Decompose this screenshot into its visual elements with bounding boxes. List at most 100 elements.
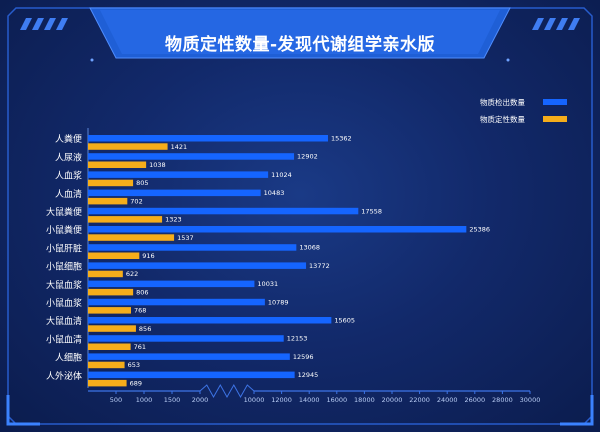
data-label-detected: 17558 [361, 207, 382, 215]
data-label-detected: 15605 [334, 317, 355, 325]
category-label: 人血清 [55, 188, 82, 200]
data-label-detected: 12902 [297, 153, 318, 161]
legend-label: 物质检出数量 [480, 97, 525, 107]
bar-detected [88, 171, 269, 178]
data-label-confirmed: 768 [134, 307, 146, 315]
data-label-confirmed: 916 [142, 252, 154, 260]
category-label: 小鼠血浆 [46, 297, 82, 309]
banner-dot-left [90, 58, 94, 62]
data-label-confirmed: 1038 [149, 161, 166, 169]
category-label: 大鼠粪便 [46, 206, 82, 218]
x-tick-label: 10000 [244, 396, 265, 404]
bar-confirmed [88, 179, 134, 187]
data-label-confirmed: 653 [128, 361, 140, 369]
bar-detected [88, 298, 265, 306]
data-label-detected: 11024 [271, 171, 292, 179]
data-label-confirmed: 761 [134, 343, 146, 351]
bar-confirmed [88, 361, 125, 369]
bar-detected [88, 135, 328, 142]
bar-confirmed [88, 234, 175, 241]
x-tick-label: 28000 [492, 396, 513, 404]
category-label: 小鼠粪便 [46, 224, 82, 236]
data-label-detected: 10483 [264, 189, 285, 197]
bar-confirmed [88, 270, 123, 278]
data-label-detected: 12153 [287, 335, 308, 343]
data-label-detected: 13068 [299, 244, 320, 252]
data-label-detected: 13772 [309, 262, 330, 270]
data-label-confirmed: 1537 [177, 234, 194, 242]
bar-detected [88, 244, 297, 251]
bar-confirmed [88, 307, 132, 314]
legend-swatch [543, 99, 567, 105]
data-label-confirmed: 1323 [165, 216, 182, 224]
data-label-confirmed: 622 [126, 270, 138, 278]
bar-detected [88, 153, 295, 160]
data-label-detected: 10031 [257, 280, 278, 288]
x-tick-label: 18000 [354, 396, 375, 404]
data-label-confirmed: 689 [130, 379, 142, 387]
data-label-confirmed: 806 [136, 288, 148, 296]
stripe-decoration-right [532, 18, 580, 30]
bar-confirmed [88, 216, 163, 223]
x-tick-label: 1500 [164, 396, 181, 404]
category-label: 人外泌体 [46, 370, 82, 382]
bar-detected [88, 262, 307, 269]
x-tick-label: 14000 [299, 396, 320, 404]
bar-detected [88, 280, 255, 288]
x-tick-label: 20000 [382, 396, 403, 404]
bar-detected [88, 335, 284, 342]
stripe-decoration-left [20, 18, 68, 30]
data-label-detected: 10789 [268, 298, 289, 306]
bar-detected [88, 317, 332, 324]
bar-confirmed [88, 143, 168, 150]
legend-swatch [543, 116, 567, 122]
data-label-detected: 25386 [469, 226, 490, 234]
chart-title: 物质定性数量-发现代谢组学亲水版 [164, 35, 436, 55]
category-label: 小鼠肝脏 [46, 242, 82, 254]
category-label: 人尿液 [55, 151, 82, 163]
category-label: 大鼠血清 [46, 315, 82, 327]
data-label-confirmed: 805 [136, 179, 148, 187]
title-banner-glow [100, 10, 500, 54]
category-label: 人粪便 [55, 133, 82, 145]
x-axis-break [199, 383, 255, 399]
x-tick-label: 2000 [192, 396, 209, 404]
category-label: 人细胞 [55, 352, 82, 364]
legend-label: 物质定性数量 [480, 114, 525, 124]
category-label: 人血浆 [55, 170, 82, 182]
bar-confirmed [88, 379, 127, 387]
banner-dot-right [506, 58, 510, 62]
x-tick-label: 16000 [326, 396, 347, 404]
bar-confirmed [88, 161, 147, 168]
bar-detected [88, 189, 261, 197]
bar-confirmed [88, 325, 136, 332]
data-label-detected: 12945 [298, 371, 319, 379]
bar-confirmed [88, 343, 131, 350]
category-label: 大鼠血浆 [46, 279, 82, 291]
x-tick-label: 24000 [437, 396, 458, 404]
x-tick-label: 1000 [136, 396, 153, 404]
bar-confirmed [88, 252, 140, 259]
data-label-detected: 12596 [293, 353, 314, 361]
bar-detected [88, 226, 467, 233]
category-label: 小鼠细胞 [46, 261, 82, 273]
data-label-confirmed: 1421 [171, 143, 188, 151]
data-label-confirmed: 702 [130, 197, 142, 205]
bar-confirmed [88, 197, 128, 205]
category-label: 小鼠血清 [46, 333, 82, 345]
x-tick-label: 12000 [271, 396, 292, 404]
x-tick-label: 500 [110, 396, 122, 404]
x-tick-label: 26000 [464, 396, 485, 404]
x-tick-label: 22000 [409, 396, 430, 404]
data-label-detected: 15362 [331, 135, 352, 143]
bar-detected [88, 353, 290, 360]
frame-corner-br [560, 395, 594, 426]
bar-detected [88, 371, 295, 379]
frame-corner-bl [6, 395, 40, 426]
bar-confirmed [88, 288, 134, 296]
data-label-confirmed: 856 [139, 325, 151, 333]
x-tick-label: 30000 [520, 396, 541, 404]
